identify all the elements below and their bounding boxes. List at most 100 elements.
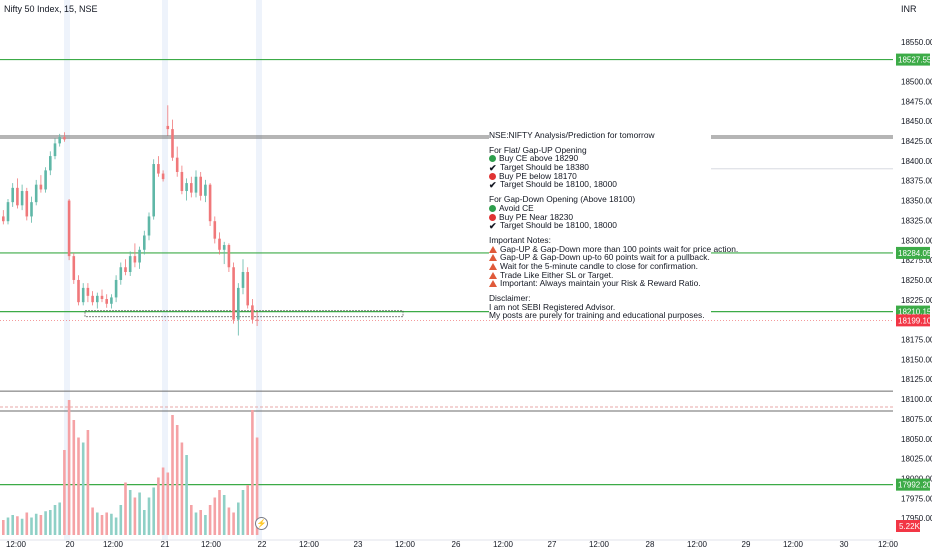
candle-body <box>77 279 80 303</box>
price-label-text: 18210.15 <box>898 308 932 317</box>
candle-body <box>110 297 113 304</box>
candle-body <box>86 287 90 296</box>
warning-icon <box>489 254 497 262</box>
note-disclaimer-heading: Disclaimer: <box>489 293 531 303</box>
volume-bar <box>44 511 47 535</box>
volume-bar <box>63 450 66 535</box>
volume-bar <box>133 497 137 535</box>
green-circle-icon <box>489 204 496 212</box>
y-tick-label: 18400.00 <box>901 157 932 166</box>
volume-bar <box>237 502 240 535</box>
y-tick-label: 18150.00 <box>901 355 932 364</box>
candle-body <box>185 183 188 192</box>
volume-bar <box>147 497 151 535</box>
volume-bar <box>91 507 94 535</box>
candle-body <box>16 187 19 206</box>
candle-body <box>241 272 245 288</box>
y-tick-label: 18250.00 <box>901 276 932 285</box>
y-tick-label: 18325.00 <box>901 216 932 225</box>
candle-body <box>194 176 198 193</box>
y-tick-label: 18550.00 <box>901 38 932 47</box>
volume-bar <box>49 510 52 535</box>
note-line: Wait for the 5-minute candle to close fo… <box>489 262 711 271</box>
note-gapdown-heading: For Gap-Down Opening (Above 18100) <box>489 194 636 205</box>
candle-body <box>251 305 254 320</box>
warning-icon <box>489 280 497 288</box>
y-tick-label: 18175.00 <box>901 336 932 345</box>
volume-bar <box>34 513 38 535</box>
horizontal-levels <box>0 58 893 486</box>
candle-body <box>100 295 104 300</box>
price-label-text: 18527.55 <box>898 56 932 65</box>
volume-bar <box>152 487 155 535</box>
candle-body <box>218 238 221 250</box>
note-line: Buy PE Near 18230 <box>489 212 711 222</box>
note-line: Important: Always maintain your Risk & R… <box>489 279 711 288</box>
note-line: I am not SEBI Registered Advisor. <box>489 301 616 312</box>
volume-bar <box>58 502 61 535</box>
candle-body <box>67 200 71 257</box>
volume-label-text: 5.22K <box>899 522 921 531</box>
candles <box>2 105 259 336</box>
candle-body <box>63 137 66 140</box>
volume-bar <box>143 510 146 535</box>
candle-body <box>96 295 99 303</box>
volume-bar <box>222 495 226 535</box>
candle-body <box>227 245 231 268</box>
x-tick-label: 27 <box>548 540 557 549</box>
volume-bar <box>204 515 207 535</box>
chart-title: Nifty 50 Index, 15, NSE <box>4 4 98 14</box>
candle-body <box>39 184 43 190</box>
volume-bar <box>166 472 170 535</box>
price-label: 18527.55 <box>896 53 932 66</box>
green-circle-icon <box>489 155 496 163</box>
price-label-bg <box>896 478 930 491</box>
volume-bar <box>138 492 141 535</box>
candle-body <box>114 279 118 298</box>
candle-body <box>143 235 146 250</box>
y-tick-label: 18125.00 <box>901 375 932 384</box>
volume-bar <box>105 512 108 535</box>
candle-body <box>58 137 61 144</box>
x-tick-label: 22 <box>258 540 267 549</box>
candle-body <box>11 187 14 203</box>
lightning-icon[interactable]: ⚡ <box>255 517 268 530</box>
session-break <box>64 0 70 540</box>
price-label-text: 17992.20 <box>898 481 932 490</box>
session-breaks <box>64 0 262 540</box>
volume-bar <box>161 467 165 535</box>
candle-body <box>204 184 207 196</box>
x-tick-label: 12:00 <box>493 540 514 549</box>
note-line: Buy PE below 18170 <box>489 172 711 181</box>
note-line: ✔ Target Should be 18380 <box>489 162 589 174</box>
volume-bar <box>194 512 198 535</box>
volume-bar <box>185 455 188 535</box>
y-tick-label: 18025.00 <box>901 455 932 464</box>
note-flat-heading: For Flat/ Gap-UP Opening <box>489 144 587 155</box>
y-tick-label: 18300.00 <box>901 236 932 245</box>
y-tick-label: 18225.00 <box>901 296 932 305</box>
volume-bar <box>232 512 235 535</box>
range-box <box>84 310 404 318</box>
currency-label: INR <box>901 4 917 14</box>
volume-bar <box>119 505 123 535</box>
note-line: Buy CE above 18290 <box>489 154 711 163</box>
volume-bar <box>39 515 43 535</box>
session-break <box>162 0 168 540</box>
y-tick-label: 18100.00 <box>901 395 932 404</box>
volume-bar <box>11 515 14 535</box>
volume-bar <box>157 477 160 535</box>
candle-body <box>2 216 5 222</box>
volume-bar <box>6 517 10 535</box>
y-tick-label: 17975.00 <box>901 494 932 503</box>
volume-bar <box>25 512 29 535</box>
volume-bar <box>67 400 71 535</box>
x-tick-label: 12:00 <box>878 540 899 549</box>
note-line: Gap-UP & Gap-Down more than 100 points w… <box>489 244 738 254</box>
candle-body <box>166 125 170 130</box>
volume-bar <box>81 442 85 535</box>
price-label-bg <box>896 246 930 259</box>
price-axis: 18550.00 18500.00 18475.00 18450.00 18425.00… <box>893 0 932 550</box>
note-line: Gap-UP & Gap-Down up-to 60 points wait f… <box>489 253 711 262</box>
